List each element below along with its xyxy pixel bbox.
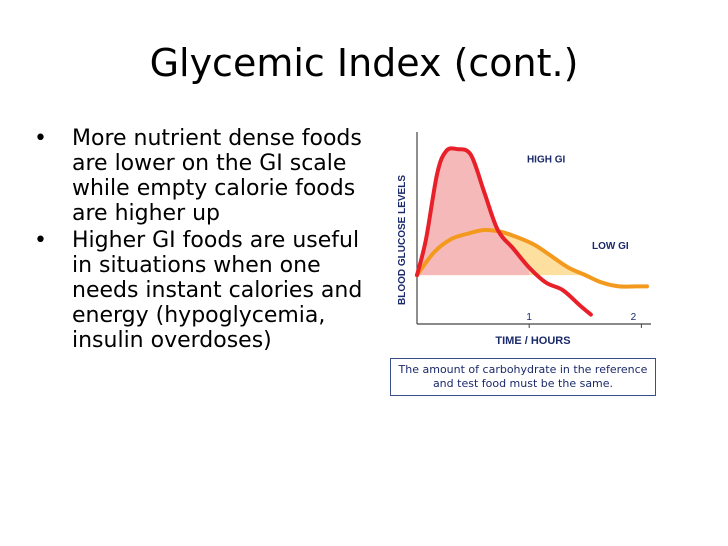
low-gi-line [415, 227, 649, 289]
glycemic-chart: 1 2 HIGH GI LOW GI BLOOD GLUCOSE LEVELS TIM… [375, 116, 660, 404]
chart-plot-area: 1 2 HIGH GI LOW GI [415, 132, 651, 328]
bullet-text: More nutrient dense foods are lower on t… [72, 126, 362, 226]
x-tick-label: 1 [526, 312, 532, 323]
bullet-item: • Higher GI foods are useful in situatio… [20, 228, 370, 353]
chart-caption: The amount of carbohydrate in the refere… [390, 358, 656, 396]
bullet-marker: • [34, 228, 47, 253]
series-label-high-gi: HIGH GI [527, 154, 566, 165]
high-gi-line [415, 146, 593, 317]
slide-title: Glycemic Index (cont.) [149, 41, 579, 85]
bullet-text: Higher GI foods are useful in situations… [72, 228, 363, 353]
x-tick-label: 2 [631, 312, 637, 323]
y-axis-label: BLOOD GLUCOSE LEVELS [397, 175, 408, 305]
bullet-marker: • [34, 126, 47, 151]
bullet-list: • More nutrient dense foods are lower on… [20, 126, 370, 355]
bullet-item: • More nutrient dense foods are lower on… [20, 126, 370, 226]
series-label-low-gi: LOW GI [592, 241, 629, 252]
x-axis-label: TIME / HOURS [495, 335, 570, 347]
